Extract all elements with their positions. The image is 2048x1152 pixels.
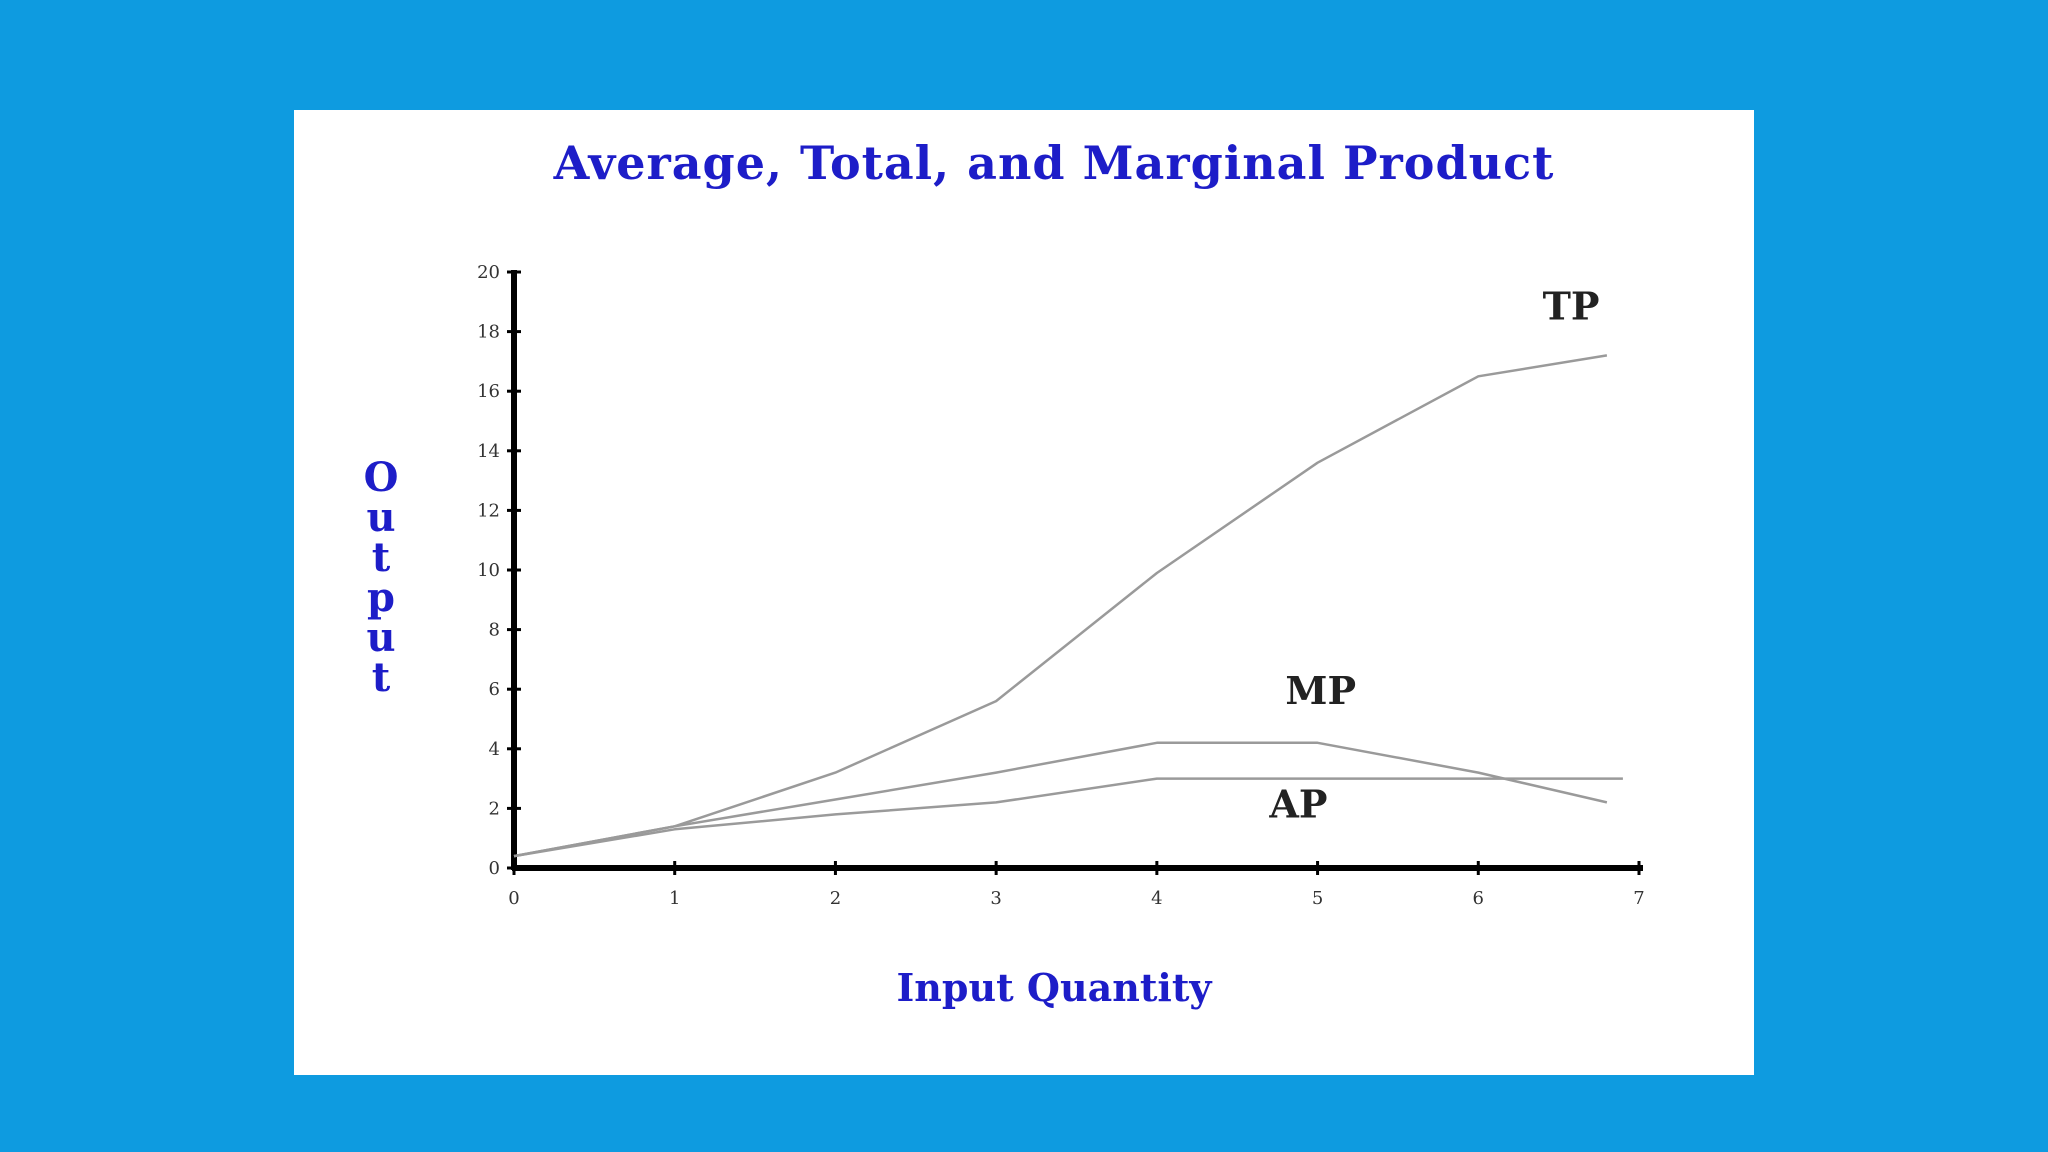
curve-label-mp: MP — [1285, 668, 1356, 713]
y-tick-label: 8 — [489, 620, 500, 641]
y-tick-label: 16 — [477, 381, 500, 402]
curve-label-ap: AP — [1268, 781, 1327, 826]
x-tick-label: 3 — [990, 888, 1001, 909]
y-tick-label: 6 — [489, 679, 500, 700]
chart-title: Average, Total, and Marginal Product — [553, 136, 1555, 190]
y-tick-label: 18 — [477, 322, 500, 343]
series-line-ap — [513, 777, 1623, 858]
y-tick-label: 2 — [489, 798, 500, 819]
x-axis-label: Input Quantity — [896, 965, 1212, 1010]
x-tick-label: 5 — [1312, 888, 1323, 909]
x-tick-label: 6 — [1473, 888, 1484, 909]
x-tick-label: 2 — [830, 888, 841, 909]
series-line-tp — [513, 354, 1608, 858]
x-tick-label: 0 — [508, 888, 519, 909]
y-tick-label: 20 — [477, 262, 500, 283]
y-tick-label: 0 — [489, 858, 500, 879]
series-line-mp — [513, 741, 1608, 858]
x-tick-label: 7 — [1633, 888, 1644, 909]
y-tick-label: 14 — [477, 441, 500, 462]
x-tick-label: 1 — [669, 888, 680, 909]
y-tick-label: 10 — [477, 560, 500, 581]
y-tick-label: 4 — [489, 739, 500, 760]
x-tick-label: 4 — [1151, 888, 1162, 909]
curve-label-tp: TP — [1543, 284, 1600, 329]
y-tick-label: 12 — [477, 500, 500, 521]
